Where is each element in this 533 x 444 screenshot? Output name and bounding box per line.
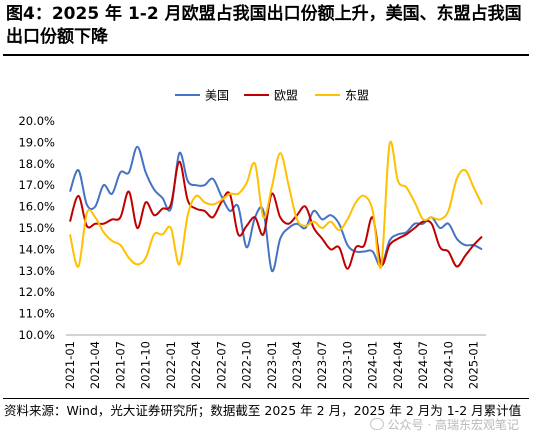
x-axis: 2021-01 2021-04 2021-07 2021-10 2022-01 2022-… — [63, 334, 486, 389]
legend-label-2: 欧盟 — [274, 89, 298, 103]
y-tick-label: 11.0% — [18, 307, 55, 321]
x-tick-label: 2024-04 — [391, 341, 405, 389]
y-tick-label: 19.0% — [18, 135, 55, 149]
y-axis: 10.0% 11.0% 12.0% 13.0% 14.0% 15.0% 16.0% 17.0%… — [18, 114, 55, 342]
y-tick-label: 17.0% — [18, 178, 55, 192]
x-tick-label: 2023-01 — [265, 341, 279, 389]
legend-label-3: 东盟 — [345, 89, 369, 103]
source-note: 资料来源：Wind，光大证券研究所；数据截至 2025 年 2 月，2025 年… — [4, 403, 522, 418]
x-tick-label: 2021-07 — [113, 341, 127, 389]
y-tick-label: 13.0% — [18, 264, 55, 278]
y-tick-label: 16.0% — [18, 200, 55, 214]
y-tick-label: 20.0% — [18, 114, 55, 128]
x-tick-label: 2021-10 — [139, 341, 153, 389]
x-tick-label: 2022-01 — [164, 341, 178, 389]
source-divider — [3, 398, 529, 399]
line-chart: 美国 欧盟 东盟 10.0% 11.0% 12.0% 13.0% 14.0% 15.0% 16.… — [18, 89, 486, 389]
x-tick-label: 2022-10 — [240, 341, 254, 389]
y-tick-label: 15.0% — [18, 221, 55, 235]
figure-title: 图4：2025 年 1-2 月欧盟占我国出口份额上升，美国、东盟占我国出口份额下… — [6, 4, 522, 47]
x-tick-label: 2023-10 — [340, 341, 354, 389]
x-tick-label: 2024-10 — [441, 341, 455, 389]
x-tick-label: 2021-04 — [88, 341, 102, 389]
x-tick-label: 2024-07 — [416, 341, 430, 389]
chart-legend: 美国 欧盟 东盟 — [175, 89, 369, 103]
x-tick-label: 2025-01 — [467, 341, 481, 389]
x-tick-label: 2021-01 — [63, 341, 77, 389]
title-divider — [3, 54, 529, 56]
watermark: 公众号 · 高瑞东宏观笔记 — [369, 416, 519, 433]
watermark-text: 公众号 · 高瑞东宏观笔记 — [387, 418, 519, 432]
series-line-1 — [69, 145, 483, 273]
y-tick-label: 14.0% — [18, 242, 55, 256]
series-line-2 — [69, 160, 483, 270]
x-tick-label: 2024-01 — [366, 341, 380, 389]
series-line-3 — [69, 140, 483, 269]
y-tick-label: 10.0% — [18, 328, 55, 342]
x-tick-label: 2023-04 — [290, 341, 304, 389]
x-tick-label: 2022-04 — [189, 341, 203, 389]
y-tick-label: 18.0% — [18, 157, 55, 171]
legend-label-1: 美国 — [205, 89, 229, 103]
x-tick-label: 2023-07 — [315, 341, 329, 389]
y-tick-label: 12.0% — [18, 285, 55, 299]
x-tick-label: 2022-07 — [214, 341, 228, 389]
wechat-icon — [369, 418, 384, 430]
series-lines — [69, 140, 483, 273]
